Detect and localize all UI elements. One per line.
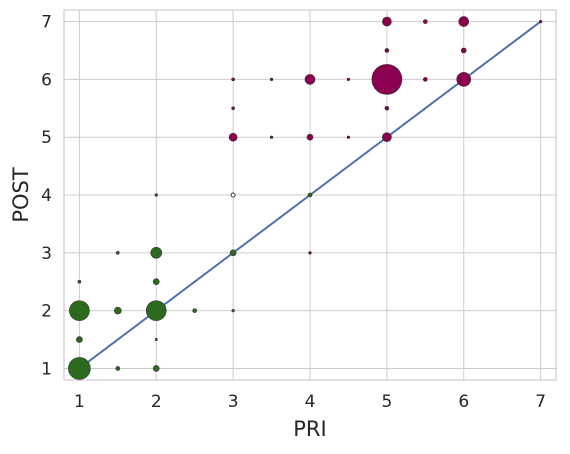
- data-point: [152, 278, 160, 286]
- data-point: [423, 19, 428, 24]
- data-point: [456, 72, 472, 87]
- y-tick-label: 5: [41, 128, 52, 148]
- data-point: [306, 133, 314, 141]
- data-point: [231, 106, 235, 111]
- data-point: [423, 77, 428, 82]
- data-point: [384, 105, 390, 111]
- plot-frame: [63, 9, 557, 381]
- data-point: [346, 135, 351, 139]
- data-point: [231, 309, 235, 313]
- data-point: [152, 365, 160, 372]
- x-tick-label: 2: [151, 392, 162, 412]
- data-point: [150, 247, 163, 259]
- data-point: [384, 48, 390, 53]
- data-point: [154, 338, 158, 342]
- data-point: [116, 251, 120, 255]
- y-tick-label: 1: [41, 359, 52, 379]
- data-point: [460, 47, 467, 54]
- y-axis-label: POST: [9, 167, 33, 223]
- data-point: [308, 251, 312, 255]
- data-point: [304, 74, 316, 85]
- data-point: [228, 132, 238, 142]
- y-tick-label: 4: [41, 186, 52, 206]
- data-point: [346, 77, 351, 81]
- data-point: [192, 308, 197, 313]
- y-tick-label: 7: [41, 13, 52, 33]
- data-point: [269, 135, 274, 139]
- data-point: [231, 77, 235, 82]
- x-tick-label: 5: [381, 392, 392, 412]
- data-point: [458, 16, 470, 27]
- y-tick-label: 3: [41, 244, 52, 264]
- data-point: [269, 77, 274, 81]
- data-point: [114, 306, 122, 315]
- data-point: [69, 300, 90, 321]
- data-point: [371, 64, 403, 95]
- tick-labels: 1 2 3 4 5 6 7 1 2 3 4 5 6 7: [41, 13, 546, 412]
- data-point: [68, 357, 91, 380]
- y-tick-label: 2: [41, 302, 52, 322]
- data-point: [230, 192, 236, 198]
- data-point: [307, 192, 313, 198]
- y-tick-label: 6: [41, 70, 52, 90]
- data-points: [68, 16, 543, 380]
- data-point: [77, 279, 82, 284]
- x-axis-label: PRI: [293, 417, 326, 441]
- x-tick-label: 6: [458, 392, 469, 412]
- data-point: [115, 366, 121, 371]
- x-tick-label: 7: [535, 392, 546, 412]
- x-tick-label: 3: [228, 392, 239, 412]
- data-point: [76, 336, 83, 343]
- x-tick-label: 1: [74, 392, 85, 412]
- data-point: [154, 193, 158, 197]
- data-point: [382, 132, 392, 142]
- data-point: [229, 249, 237, 257]
- data-point: [145, 300, 167, 321]
- data-point: [539, 19, 543, 24]
- x-tick-label: 4: [305, 392, 316, 412]
- data-point: [382, 16, 392, 27]
